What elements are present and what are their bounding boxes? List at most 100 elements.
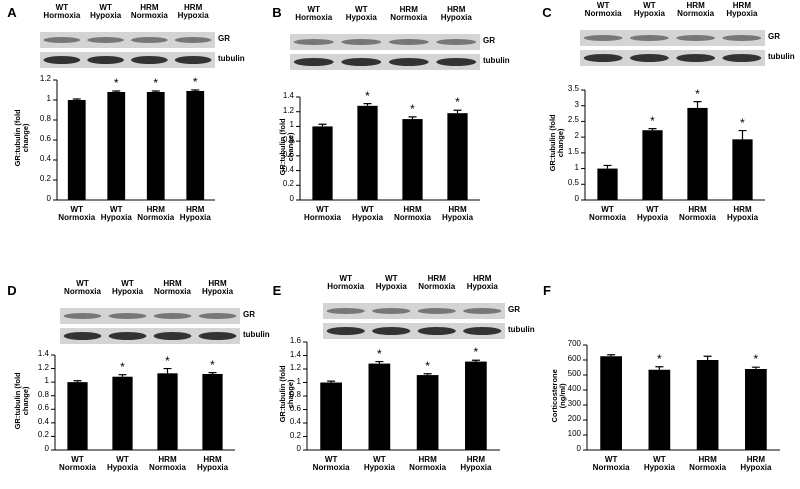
error-bar [751,366,760,369]
x-tick-label: WT Normoxia [592,455,630,473]
x-tick-label: HRM Normoxia [149,455,186,473]
y-tick-label: 1 [289,120,294,130]
blot-band [676,35,716,41]
blot-band [153,332,192,340]
bar [600,356,622,450]
blot-band [293,39,334,45]
blot-band [463,327,502,335]
y-axis-label: GR:tubulin (fold change) [278,365,295,423]
blot-column-label: HRM Normoxia [418,274,456,292]
blot-band [583,35,623,41]
significance-marker: * [650,113,655,128]
y-axis-label: GR:tubulin (fold change) [548,114,565,172]
bar [157,373,178,450]
blot-band [174,37,212,43]
blot-strip [290,54,480,70]
blot-column-label: HRM Hypoxia [440,5,472,23]
blot-row-label: GR [243,310,255,319]
x-tick-label: HRM Normoxia [409,455,447,473]
x-tick-label: WT Hypoxia [363,455,395,473]
blot-strip [580,30,765,46]
y-tick-label: 0.6 [39,134,51,143]
y-tick-label: 1 [44,376,49,386]
blot-band [722,54,762,62]
blot-band [87,56,124,64]
blot-band [722,35,762,41]
x-tick-label: HRM Hypoxia [460,455,492,473]
blot-band [463,308,502,314]
x-tick-label: HRM Hypoxia [740,455,772,473]
x-tick-label: HRM Normoxia [137,205,175,223]
y-tick-label: 2 [574,131,579,141]
significance-marker: * [365,88,370,103]
y-tick-label: 1.2 [37,362,49,372]
blot-band [436,39,477,45]
blot-strip [580,50,765,66]
bar [146,92,165,200]
y-tick-label: 0.5 [567,178,579,188]
y-tick-label: 700 [567,339,581,348]
error-bar [423,373,432,376]
panel-label: C [542,5,552,20]
y-axis-label: GR:tubulin (fold change) [13,371,30,429]
y-tick-label: 0.2 [37,430,49,440]
y-tick-label: 0.6 [289,403,301,413]
bar [732,139,753,200]
x-tick-label: WT Hypoxia [643,455,675,473]
blot-column-label: HRM Hypoxia [177,3,209,21]
blot-band [87,37,124,43]
bar [67,100,86,200]
significance-marker: * [120,359,125,374]
blot-band [63,332,102,340]
blot-band [174,56,212,64]
error-bar [163,367,172,374]
y-tick-label: 0.8 [39,114,51,123]
blot-band [63,313,102,319]
blot-column-label: WT Hypoxia [345,5,377,23]
bar [687,107,708,200]
y-tick-label: 1.4 [282,91,294,100]
error-bar [191,89,200,91]
y-tick-label: 600 [567,354,581,363]
blot-band [341,58,382,66]
error-bar [408,116,417,120]
y-tick-label: 500 [567,369,581,378]
bar [312,126,333,200]
bar [402,119,423,200]
y-tick-label: 1.2 [282,105,294,115]
blot-row-label: GR [768,32,780,41]
significance-marker: * [657,351,662,366]
error-bar [208,372,217,374]
y-axis-label: GR:tubulin (fold change) [278,117,295,175]
y-tick-label: 100 [567,429,581,438]
blot-column-label: WT Hormoxia [327,274,365,292]
y-axis-label: GR:tubulin (fold change) [13,109,30,167]
blot-band [108,313,147,319]
blot-row-label: tubulin [768,52,795,61]
x-tick-label: WT Hypoxia [106,455,139,473]
y-tick-label: 0 [576,444,581,453]
bar [357,105,378,200]
blot-column-label: WT Hypoxia [90,3,122,21]
bar [107,92,126,200]
error-bar [112,90,121,92]
significance-marker: * [165,353,170,368]
error-bar [72,98,81,100]
blot-band [43,37,81,43]
y-tick-label: 1.2 [289,363,301,372]
error-bar [693,101,702,108]
panel-label: F [543,283,551,298]
blot-band [341,39,382,45]
y-tick-label: 0.8 [289,390,301,399]
significance-marker: * [210,357,215,372]
blot-band [108,332,147,340]
blot-column-label: HRM Hypoxia [466,274,498,292]
blot-column-label: WT Hormoxia [43,3,81,21]
x-tick-label: HRM Normoxia [689,455,727,473]
x-tick-label: WT Hypoxia [636,205,669,223]
blot-band [417,308,456,314]
error-bar [738,129,747,140]
significance-marker: * [113,76,119,90]
